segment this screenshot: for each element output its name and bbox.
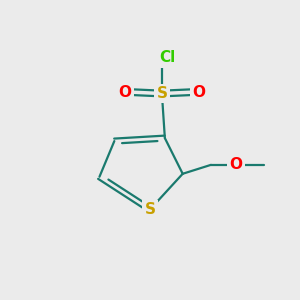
Text: S: S xyxy=(145,202,155,217)
Text: S: S xyxy=(156,86,167,101)
Text: O: O xyxy=(193,85,206,100)
Text: O: O xyxy=(118,85,131,100)
Text: Cl: Cl xyxy=(160,50,176,65)
Text: O: O xyxy=(230,158,243,172)
